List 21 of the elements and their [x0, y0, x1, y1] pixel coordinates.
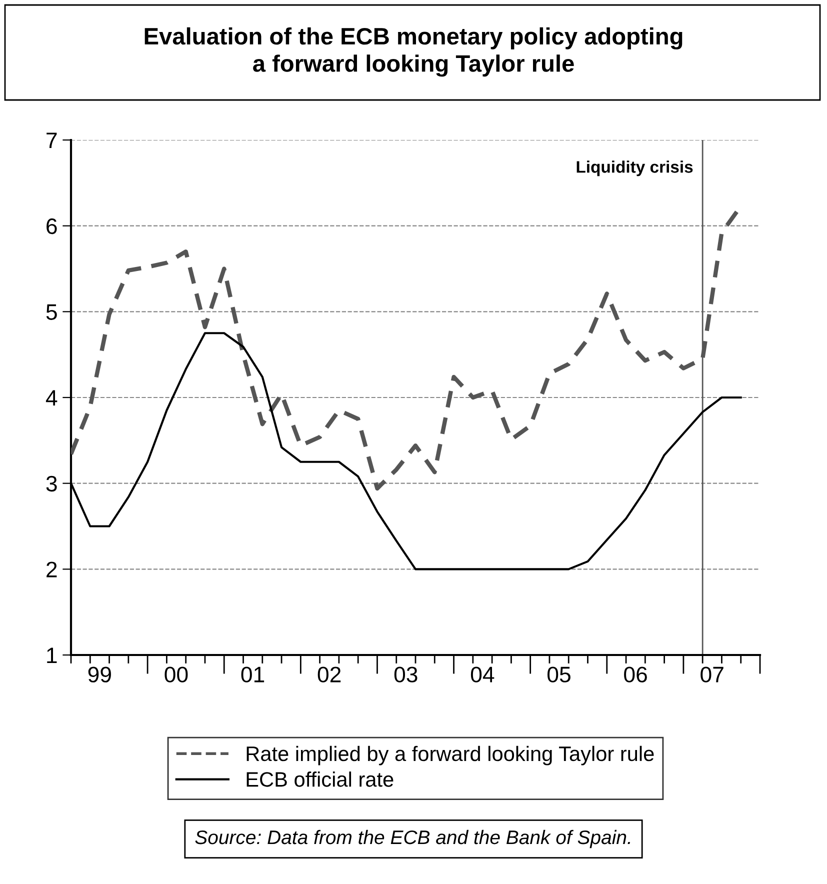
x-tick-label: 99: [88, 666, 111, 682]
x-tick-label: 06: [624, 666, 647, 682]
y-tick-label: 4: [46, 390, 58, 406]
y-tick-label: 3: [46, 476, 57, 492]
source-note: Source: Data from the ECB and the Bank of Spain.: [195, 830, 630, 848]
legend-label: Rate implied by a forward looking Taylor rule: [246, 746, 654, 766]
x-tick-label: 03: [394, 666, 418, 682]
x-tick-label: 07: [700, 666, 724, 682]
y-tick-label: 2: [46, 562, 57, 578]
x-tick-label: 01: [241, 666, 264, 682]
y-tick-label: 7: [46, 132, 57, 148]
chart-title: Evaluation of the ECB monetary policy adopting a forward looking Taylor rule: [144, 27, 682, 77]
y-tick-label: 6: [46, 218, 57, 234]
x-tick-label: 04: [470, 666, 494, 682]
y-tick-label: 5: [46, 304, 57, 320]
ref-line-label: Liquidity crisis: [576, 160, 693, 176]
x-tick-label: 02: [318, 666, 341, 682]
x-tick-label: 00: [164, 666, 188, 682]
x-tick-label: 05: [548, 666, 570, 682]
y-tick-label: 1: [47, 648, 57, 664]
legend-label: ECB official rate: [246, 772, 394, 787]
